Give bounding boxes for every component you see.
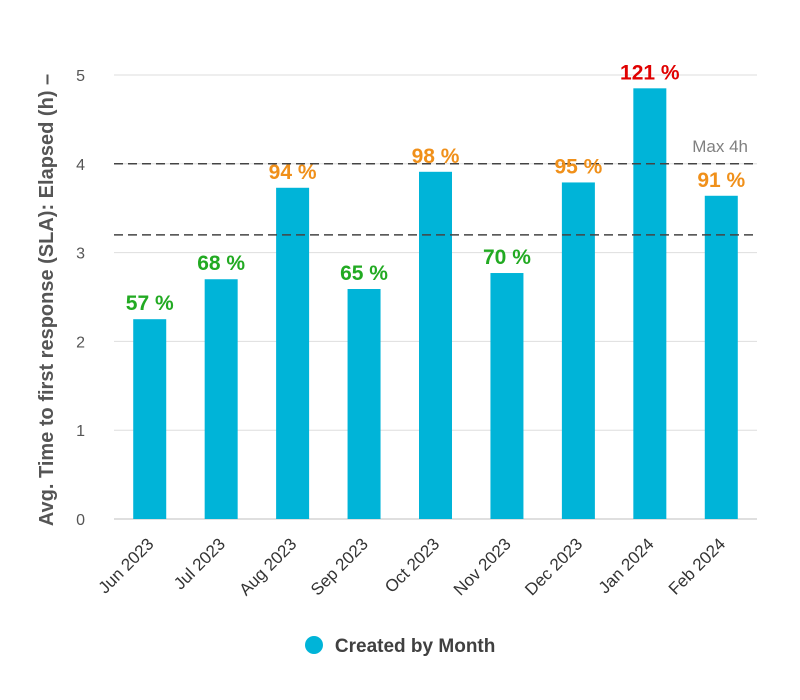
x-tick-label: Jan 2024 — [595, 534, 658, 597]
x-axis-labels: Jun 2023 Jul 2023 Aug 2023 Sep 2023 Oct 2023… — [95, 534, 729, 599]
bar — [633, 88, 667, 519]
y-tick-label: 0 — [76, 512, 85, 529]
bar — [704, 195, 738, 519]
data-label: 121 % — [620, 61, 680, 84]
data-label: 94 % — [269, 161, 317, 184]
x-tick-label: Sep 2023 — [307, 534, 372, 599]
reference-lines: Max 4h — [114, 137, 757, 236]
data-labels: 57 % 68 % 94 % 65 % 98 % 70 % 95 % 121 % 91 % — [126, 61, 746, 315]
bar — [347, 289, 381, 519]
legend[interactable]: Created by Month — [0, 636, 800, 658]
y-tick-label: 3 — [76, 246, 85, 263]
data-label: 98 % — [412, 145, 460, 168]
reference-line-label: Max 4h — [692, 137, 748, 156]
bar — [490, 273, 524, 519]
data-label: 68 % — [197, 252, 245, 275]
legend-marker — [304, 636, 323, 654]
bar — [561, 182, 595, 519]
legend-label: Created by Month — [334, 636, 496, 657]
x-tick-label: Aug 2023 — [236, 534, 301, 599]
y-axis-title: Avg. Time to first response (SLA): Elaps… — [36, 74, 58, 526]
x-tick-label: Nov 2023 — [450, 534, 515, 599]
data-label: 70 % — [483, 246, 531, 269]
x-tick-label: Feb 2024 — [665, 534, 729, 598]
x-tick-label: Jul 2023 — [170, 534, 229, 593]
y-axis-ticks: 0 1 2 3 4 5 — [76, 68, 85, 529]
bar-chart: 0 1 2 3 4 5 Max 4h 57 % 68 % 94 % 65 % 98 % 70 % 95… — [36, 61, 757, 599]
bar — [204, 279, 238, 519]
bar — [133, 319, 167, 519]
x-tick-label: Oct 2023 — [381, 534, 443, 596]
data-label: 57 % — [126, 292, 174, 315]
x-tick-label: Dec 2023 — [521, 534, 586, 599]
bar — [276, 187, 310, 519]
x-tick-label: Jun 2023 — [95, 534, 158, 597]
data-label: 95 % — [554, 155, 602, 178]
y-tick-label: 1 — [76, 423, 85, 440]
bar — [419, 171, 452, 520]
y-tick-label: 2 — [76, 334, 85, 351]
data-label: 65 % — [340, 262, 388, 285]
bars — [133, 88, 738, 520]
data-label: 91 % — [697, 169, 745, 192]
y-tick-label: 5 — [76, 68, 85, 85]
y-tick-label: 4 — [76, 157, 85, 174]
